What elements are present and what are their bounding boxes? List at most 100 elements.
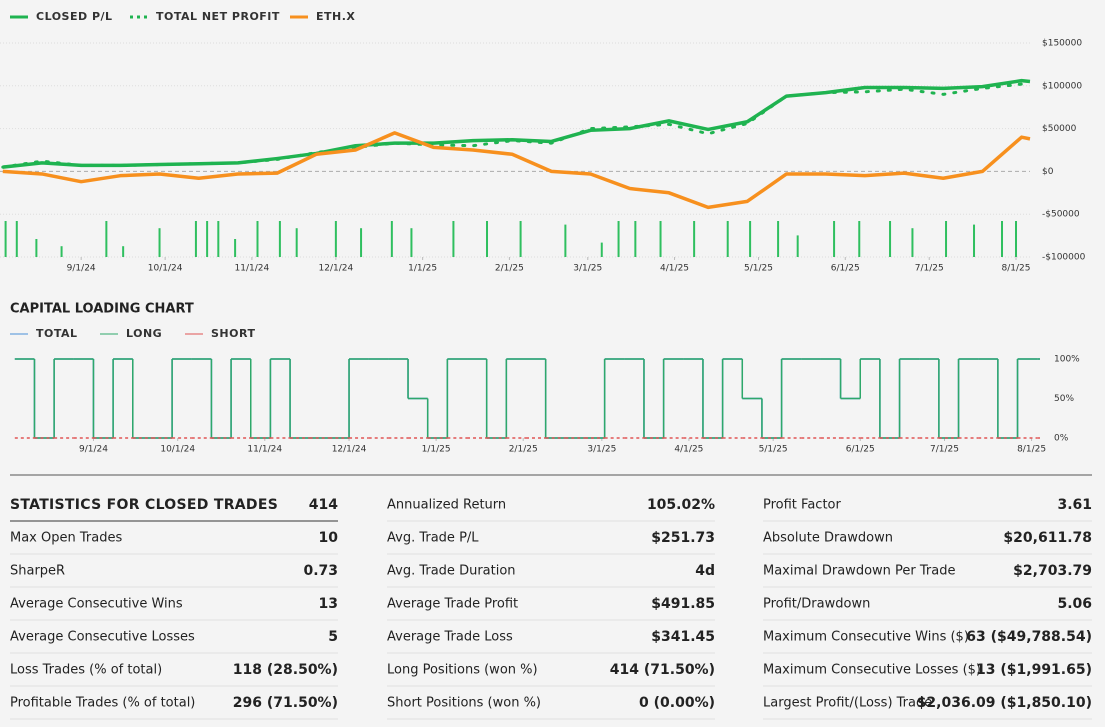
trade-bar (693, 221, 696, 257)
trade-bar (122, 246, 125, 257)
stat-label: Max Open Trades (10, 531, 122, 546)
stat-label: Average Trade Profit (387, 597, 518, 612)
x-tick-label: 11/1/24 (235, 264, 270, 274)
x-tick-label: 4/1/25 (674, 445, 703, 455)
trade-bar (278, 221, 281, 257)
x-tick-label: 6/1/25 (846, 445, 875, 455)
trade-bar (519, 221, 522, 257)
stat-value: $20,611.78 (1003, 530, 1092, 546)
trade-bar (600, 242, 603, 257)
legend-label: TOTAL (36, 327, 78, 340)
stat-value: 13 (319, 596, 338, 612)
stat-value: 5 (328, 629, 338, 645)
trade-bar (194, 221, 197, 257)
legend-label: SHORT (211, 327, 255, 340)
stat-value: 63 ($49,788.54) (966, 629, 1092, 645)
trade-bar (634, 221, 637, 257)
trade-bar (726, 221, 729, 257)
stat-value: 118 (28.50%) (233, 662, 338, 678)
x-tick-label: 3/1/25 (587, 445, 616, 455)
stat-value: 0 (0.00%) (639, 695, 715, 711)
x-tick-label: 2/1/25 (495, 264, 524, 274)
trade-bar (617, 221, 620, 257)
trade-bar (1001, 221, 1004, 257)
trade-bar (749, 221, 752, 257)
stat-value: 3.61 (1057, 497, 1092, 513)
y-tick-label: $150000 (1042, 39, 1082, 49)
trade-bar (973, 224, 976, 257)
trade-bar (217, 221, 220, 257)
x-tick-label: 8/1/25 (1017, 445, 1046, 455)
stat-label: Average Consecutive Losses (10, 630, 195, 645)
y-tick-label: $50000 (1042, 124, 1077, 134)
trade-bar (564, 224, 567, 257)
trade-bar (858, 221, 861, 257)
stat-value: 13 ($1,991.65) (976, 662, 1092, 678)
stat-value: 296 (71.50%) (233, 695, 338, 711)
x-tick-label: 10/1/24 (148, 264, 183, 274)
trade-bar (158, 228, 161, 257)
x-tick-label: 6/1/25 (831, 264, 860, 274)
trade-bar (360, 228, 363, 257)
y-tick-label: 0% (1054, 434, 1069, 444)
x-tick-label: 3/1/25 (573, 264, 602, 274)
trade-bar (206, 221, 209, 257)
legend-label: CLOSED P/L (36, 10, 113, 23)
trade-bar (486, 221, 489, 257)
y-tick-label: $100000 (1042, 81, 1082, 91)
trade-bar (4, 221, 7, 257)
trade-bar (15, 221, 18, 257)
x-tick-label: 2/1/25 (509, 445, 538, 455)
trade-bar (234, 239, 237, 257)
trade-bar (35, 239, 38, 257)
stat-value: $341.45 (651, 629, 715, 645)
stat-header-label: STATISTICS FOR CLOSED TRADES (10, 497, 278, 513)
stat-value: 0.73 (303, 563, 338, 579)
series-line (2, 131, 1031, 210)
trade-bar (796, 235, 799, 257)
x-tick-label: 12/1/24 (319, 264, 354, 274)
stat-label: Maximum Consecutive Wins ($) (763, 630, 969, 645)
trade-bar (777, 221, 780, 257)
x-tick-label: 5/1/25 (744, 264, 773, 274)
stat-label: SharpeR (10, 564, 65, 579)
legend-label: TOTAL NET PROFIT (156, 10, 280, 23)
x-tick-label: 4/1/25 (660, 264, 689, 274)
trade-bar (889, 221, 892, 257)
stat-value: 10 (319, 530, 339, 546)
stat-label: Average Consecutive Wins (10, 597, 183, 612)
trade-bar (1015, 221, 1018, 257)
trade-bar (105, 221, 108, 257)
x-tick-label: 9/1/24 (67, 264, 96, 274)
trade-bar (60, 246, 63, 257)
series-line (1, 82, 1032, 169)
stat-label: Maximum Consecutive Losses ($) (763, 663, 981, 678)
stat-value: $2,036.09 ($1,850.10) (917, 695, 1092, 711)
trade-bar (452, 221, 455, 257)
stat-label: Avg. Trade P/L (387, 531, 479, 546)
y-tick-label: -$100000 (1042, 253, 1086, 263)
stat-label: Profit Factor (763, 498, 841, 513)
x-tick-label: 7/1/25 (930, 445, 959, 455)
trade-bar (410, 228, 413, 257)
stat-value: 105.02% (647, 497, 715, 513)
x-tick-label: 9/1/24 (79, 445, 108, 455)
x-tick-label: 10/1/24 (160, 445, 195, 455)
trade-bar (911, 228, 914, 257)
trade-bar (334, 221, 337, 257)
trade-bar (256, 221, 259, 257)
stat-label: Avg. Trade Duration (387, 564, 516, 579)
stat-value: $251.73 (651, 530, 715, 546)
stat-header-value: 414 (309, 497, 338, 513)
stat-label: Profit/Drawdown (763, 597, 870, 612)
x-tick-label: 5/1/25 (759, 445, 788, 455)
stat-label: Maximal Drawdown Per Trade (763, 564, 955, 579)
trade-bar (945, 221, 948, 257)
y-tick-label: -$50000 (1042, 210, 1080, 220)
trade-bar (295, 228, 298, 257)
trade-bar (659, 221, 662, 257)
stat-label: Long Positions (won %) (387, 663, 538, 678)
legend-label: ETH.X (316, 10, 355, 23)
